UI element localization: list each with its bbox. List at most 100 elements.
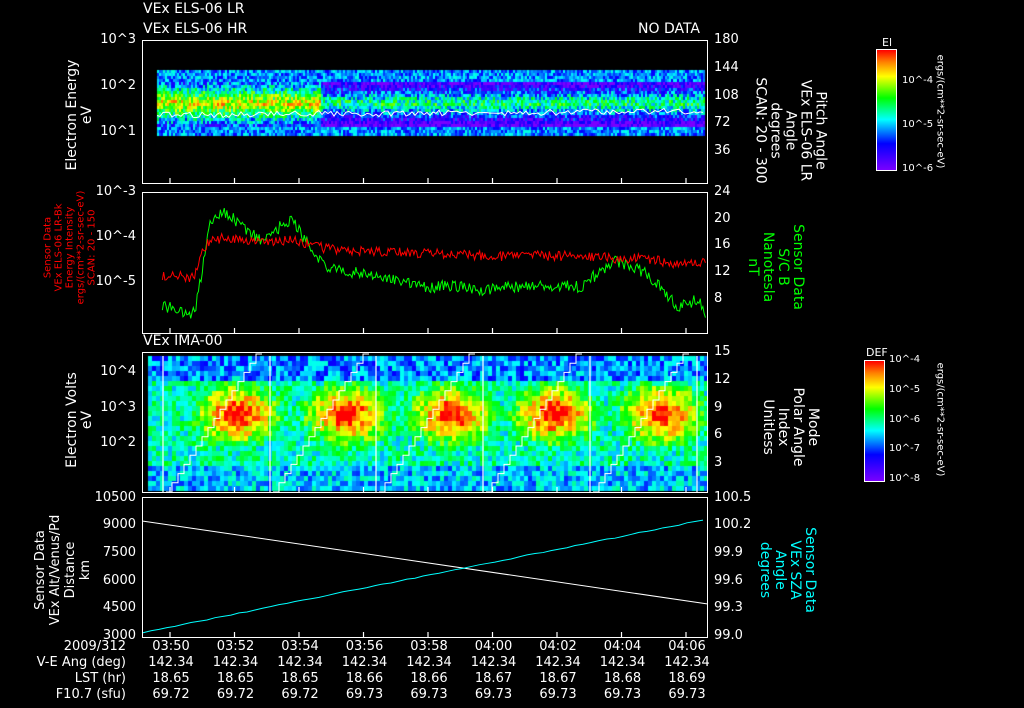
footer-value: 18.67 [539,671,577,686]
y2-tick-label: 99.0 [714,628,743,643]
x-tick-label: 03:50 [152,639,190,654]
y2-tick-label: 100.5 [714,490,752,505]
y-tick-label: 10^-4 [95,229,136,244]
footer-value: 18.67 [474,671,513,686]
panel4-right-label: Sensor Data VEx SZA Angle degrees [757,505,818,635]
footer-value: 142.34 [212,655,259,670]
y-tick-label: 10^1 [100,124,136,139]
colorbar1-tick: 10^-4 [902,75,934,86]
footer-value: 142.34 [277,655,323,670]
footer-value: 142.34 [664,655,710,670]
ylabel-line: Angle [772,550,788,590]
footer-value: 142.34 [341,655,388,670]
ylabel-line: Electron Volts [64,372,80,468]
footer-value: 69.73 [539,687,577,702]
colorbar2-unit: ergs/(cm**2-sr-sec-eV) [934,362,946,477]
ylabel-line: Angle [782,110,799,151]
ylabel-line: degrees [767,102,784,159]
colorbar2-tick: 10^-7 [889,443,921,454]
footer-value: 69.73 [603,687,642,702]
y2-tick-label: 12 [714,264,731,279]
panel-els-frame [142,40,708,184]
colorbar1-tick: 10^-5 [902,119,934,130]
y-tick-label: 3000 [102,628,136,643]
ylabel-line: degrees [757,541,773,599]
y2-tick-label: 20 [714,211,731,226]
ylabel-line: km [78,559,93,581]
x-tick-label: 04:00 [474,639,513,654]
y2-tick-label: 144 [714,60,739,75]
y2-tick-label: 15 [714,344,731,359]
y-tick-label: 10^2 [100,435,136,450]
colorbar1-tick: 10^-6 [902,163,934,174]
ylabel-line: VEx Alt/Venus/Pd [48,514,63,626]
y-tick-label: 10^4 [100,364,136,379]
footer-value: 69.73 [668,687,706,702]
colorbar2-tick: 10^-6 [889,414,921,425]
sza-line [142,519,704,634]
y2-tick-label: 9 [714,400,723,415]
y2-tick-label: 99.9 [714,545,743,560]
y2-tick-label: 6 [714,427,723,442]
title-els-hr: VEx ELS-06 HR [143,21,248,37]
footer-value: 142.34 [599,655,646,670]
x-tick-label: 03:58 [410,639,448,654]
ylabel-line: ergs/(cm**2-sr-sec-eV) [75,190,87,305]
y2-tick-label: 100.2 [714,517,752,532]
polar-angle-index-line [486,353,582,493]
bfield-line [161,208,706,319]
y2-tick-label: 16 [714,237,731,252]
x-tick-label: 04:04 [603,639,642,654]
colorbar1-unit: ergs/(cm**2-sr-sec-eV) [934,54,946,169]
y-tick-label: 10500 [94,490,136,505]
footer-value: 69.73 [474,687,513,702]
ylabel-line: Nanotesla [760,231,776,303]
ylabel-line: Sensor Data [33,530,48,610]
footer-value: 18.65 [216,671,255,686]
panel1-ylabel: Electron Energy eV [64,45,95,185]
ylabel-line: Pitch Angle [812,91,829,170]
ylabel-line: eV [79,410,95,430]
y-tick-label: 10^2 [100,78,136,93]
y2-tick-label: 12 [714,372,731,387]
ylabel-line: eV [79,105,95,125]
panel-intensity-frame [142,192,708,334]
polar-angle-index-line [166,353,262,493]
colorbar2-tick: 10^-8 [889,473,921,484]
footer-value: 18.68 [603,671,642,686]
y-tick-label: 9000 [102,517,136,532]
y2-tick-label: 8 [714,291,723,306]
footer-value: 142.34 [535,655,581,670]
y2-tick-label: 99.3 [714,600,743,615]
mean-energy-line [156,107,704,119]
title-els-lr: VEx ELS-06 LR [143,1,245,17]
y2-tick-label: 180 [714,32,739,47]
footer-value: 18.69 [668,671,706,686]
footer-value: 142.34 [406,655,452,670]
colorbar2-tick: 10^-4 [889,354,921,365]
panel2-right-label: Sensor Data S/C B Nanotesla nT [745,202,806,332]
y-tick-label: 4500 [102,600,136,615]
footer-label-date: 2009/312 [63,639,126,654]
ylabel-line: Distance [63,541,78,599]
ylabel-line: Index [775,407,791,447]
ylabel-line: VEx ELS-06 LR [797,79,814,182]
footer-value: 18.66 [410,671,448,686]
y2-tick-label: 36 [714,143,731,158]
y-tick-label: 10^3 [100,400,136,415]
y2-tick-label: 72 [714,115,731,130]
y-tick-label: 6000 [102,573,136,588]
x-tick-label: 04:02 [539,639,577,654]
footer-value: 18.65 [281,671,319,686]
ylabel-line: Energy Intensity [64,206,76,289]
panel-ima-frame [142,352,708,493]
y-tick-label: 10^-3 [95,184,136,199]
intensity-line [161,232,706,284]
footer-value: 142.34 [148,655,194,670]
polar-angle-index-line [593,353,689,493]
ylabel-line: VEx SZA [787,540,803,600]
y2-tick-label: 3 [714,455,723,470]
y-tick-label: 10^-5 [95,274,136,289]
footer-value: 142.34 [470,655,517,670]
